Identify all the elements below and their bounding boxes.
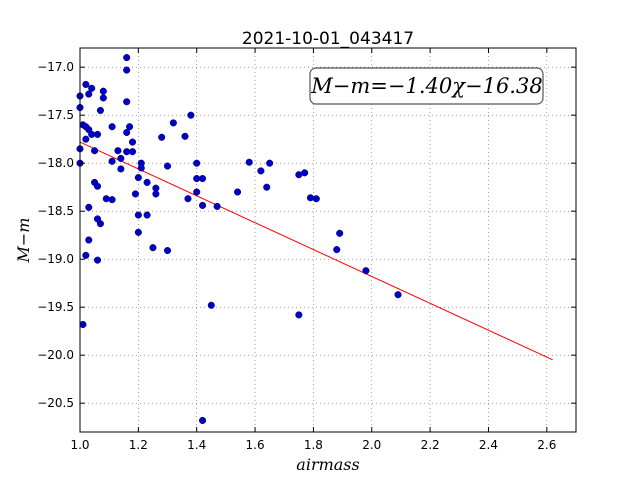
data-point bbox=[193, 159, 201, 167]
data-point bbox=[312, 195, 320, 203]
data-point bbox=[79, 320, 87, 329]
data-point bbox=[126, 123, 134, 131]
x-tick-labels: 1.0 1.2 1.4 1.6 1.8 2.0 2.2 2.4 2.6 bbox=[70, 438, 556, 452]
x-axis-label: airmass bbox=[296, 455, 359, 474]
plot-frame bbox=[79, 47, 577, 433]
data-point bbox=[207, 301, 215, 309]
data-point bbox=[245, 158, 253, 166]
data-point bbox=[137, 164, 145, 172]
y-axis-label: M−m bbox=[14, 218, 33, 264]
data-point bbox=[169, 119, 177, 127]
y-tick-labels: −17.0 −17.5 −18.0 −18.5 −19.0 −19.5 −20.0 −20.5 bbox=[37, 60, 74, 410]
data-point bbox=[102, 195, 110, 203]
data-point bbox=[301, 169, 309, 177]
data-point bbox=[266, 159, 274, 167]
y-tick-label: −19.0 bbox=[37, 252, 74, 266]
data-point bbox=[99, 87, 107, 95]
fit-annotation-text: M−m=−1.40χ−16.38 bbox=[310, 74, 542, 98]
data-point bbox=[234, 188, 242, 196]
y-tick-label: −20.0 bbox=[37, 348, 74, 362]
data-point bbox=[198, 175, 207, 183]
data-point bbox=[134, 174, 142, 182]
ticks-layer bbox=[79, 48, 576, 432]
data-point bbox=[123, 54, 131, 62]
data-point bbox=[184, 195, 192, 203]
data-point bbox=[295, 311, 303, 319]
data-point bbox=[99, 94, 107, 102]
fit-layer bbox=[79, 141, 553, 361]
data-point bbox=[85, 203, 93, 211]
data-point bbox=[257, 167, 265, 175]
data-point bbox=[93, 256, 102, 264]
data-point bbox=[93, 130, 102, 138]
data-point bbox=[128, 138, 137, 146]
x-tick-label: 2.0 bbox=[362, 438, 381, 452]
data-point bbox=[187, 111, 195, 119]
data-point bbox=[114, 147, 122, 155]
data-point bbox=[193, 188, 201, 196]
data-point bbox=[123, 128, 131, 137]
y-tick-label: −20.5 bbox=[37, 396, 74, 410]
data-point bbox=[108, 157, 116, 165]
x-tick-label: 1.6 bbox=[246, 438, 265, 452]
fit-annotation-box bbox=[309, 67, 544, 105]
data-point bbox=[362, 267, 370, 275]
data-point bbox=[82, 135, 90, 143]
data-point bbox=[198, 201, 207, 209]
x-tick-label: 2.6 bbox=[537, 438, 556, 452]
y-tick-label: −17.0 bbox=[37, 60, 74, 74]
data-point bbox=[123, 98, 131, 106]
data-point bbox=[117, 165, 125, 173]
data-point bbox=[96, 106, 104, 114]
points-layer bbox=[76, 54, 402, 425]
data-point bbox=[213, 202, 221, 210]
data-point bbox=[143, 178, 151, 186]
data-point bbox=[198, 416, 207, 425]
data-point bbox=[336, 229, 344, 237]
data-point bbox=[117, 154, 125, 162]
data-point bbox=[82, 80, 90, 89]
y-tick-label: −18.5 bbox=[37, 204, 74, 218]
chart-title: 2021-10-01_043417 bbox=[242, 29, 414, 49]
x-tick-label: 2.4 bbox=[479, 438, 498, 452]
y-tick-label: −19.5 bbox=[37, 300, 74, 314]
fit-annotation: M−m=−1.40χ−16.38 bbox=[309, 67, 544, 105]
data-point bbox=[149, 244, 157, 252]
x-tick-label: 1.2 bbox=[129, 438, 148, 452]
data-point bbox=[131, 190, 139, 198]
data-point bbox=[143, 211, 151, 219]
y-tick-label: −18.0 bbox=[37, 156, 74, 170]
data-point bbox=[85, 90, 93, 98]
x-tick-label: 1.4 bbox=[187, 438, 206, 452]
data-point bbox=[85, 236, 93, 244]
data-point bbox=[82, 251, 90, 259]
data-point bbox=[88, 84, 96, 92]
data-point bbox=[394, 291, 402, 299]
data-point bbox=[108, 196, 116, 204]
data-point bbox=[93, 182, 102, 190]
data-point bbox=[152, 190, 160, 198]
data-point bbox=[263, 183, 271, 191]
data-point bbox=[134, 211, 142, 219]
data-point bbox=[91, 147, 99, 155]
x-tick-label: 1.0 bbox=[70, 438, 89, 452]
data-point bbox=[163, 162, 172, 170]
data-point bbox=[96, 220, 104, 228]
data-point bbox=[306, 194, 315, 202]
grid-layer bbox=[79, 48, 576, 432]
x-tick-label: 2.2 bbox=[421, 438, 440, 452]
data-point bbox=[333, 246, 341, 254]
data-point bbox=[181, 132, 189, 140]
data-point bbox=[128, 148, 137, 156]
data-point bbox=[158, 133, 166, 141]
data-point bbox=[134, 228, 142, 236]
data-point bbox=[123, 66, 131, 74]
data-point bbox=[163, 247, 172, 255]
fit-line bbox=[79, 141, 553, 361]
y-tick-label: −17.5 bbox=[37, 108, 74, 122]
data-point bbox=[108, 123, 116, 131]
x-tick-label: 1.8 bbox=[304, 438, 323, 452]
